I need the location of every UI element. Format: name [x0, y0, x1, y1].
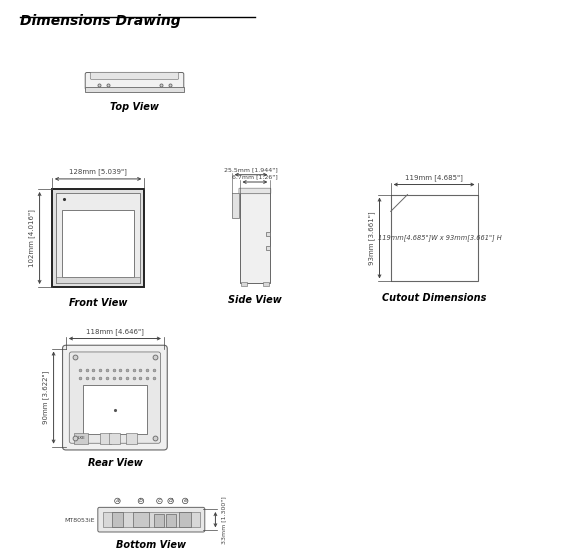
- Bar: [56, 277, 140, 283]
- Text: 25.5mm [1.944"]: 25.5mm [1.944"]: [224, 167, 278, 172]
- Text: Rear View: Rear View: [88, 458, 143, 468]
- Bar: [231, 193, 239, 218]
- Bar: [62, 211, 134, 277]
- Text: c: c: [158, 498, 161, 503]
- FancyBboxPatch shape: [85, 72, 184, 90]
- Bar: [103, 512, 200, 527]
- Bar: [112, 512, 123, 527]
- Bar: [166, 514, 175, 527]
- Text: MT8053iE: MT8053iE: [65, 519, 95, 523]
- Text: Bottom View: Bottom View: [117, 540, 186, 550]
- Text: Dimensions Drawing: Dimensions Drawing: [20, 14, 181, 28]
- Bar: [74, 433, 88, 444]
- Bar: [85, 87, 184, 92]
- Bar: [99, 433, 111, 444]
- Text: 119mm[4.685"]W x 93mm[3.661"] H: 119mm[4.685"]W x 93mm[3.661"] H: [378, 235, 501, 241]
- Bar: [241, 282, 247, 286]
- Text: e: e: [183, 498, 187, 503]
- FancyBboxPatch shape: [98, 507, 205, 532]
- Bar: [239, 193, 270, 283]
- Bar: [56, 193, 140, 283]
- Text: 33mm [1.300"]: 33mm [1.300"]: [221, 496, 226, 544]
- Text: 128mm [5.039"]: 128mm [5.039"]: [69, 168, 127, 175]
- Bar: [155, 514, 164, 527]
- Text: 102mm [4.016"]: 102mm [4.016"]: [28, 209, 35, 267]
- Bar: [109, 433, 121, 444]
- Bar: [263, 282, 269, 286]
- Bar: [391, 195, 478, 282]
- Bar: [126, 433, 137, 444]
- FancyBboxPatch shape: [69, 352, 160, 444]
- Text: 119mm [4.685"]: 119mm [4.685"]: [405, 174, 463, 181]
- Text: Side View: Side View: [228, 295, 282, 305]
- Text: LXE: LXE: [77, 436, 85, 440]
- Text: a: a: [115, 498, 119, 503]
- FancyBboxPatch shape: [239, 188, 271, 194]
- FancyBboxPatch shape: [62, 345, 167, 450]
- FancyBboxPatch shape: [90, 72, 179, 80]
- Text: Cutout Dimensions: Cutout Dimensions: [382, 293, 486, 302]
- Bar: [133, 512, 149, 527]
- Text: 93mm [3.661"]: 93mm [3.661"]: [368, 211, 375, 265]
- Bar: [83, 385, 147, 434]
- Text: d: d: [168, 498, 173, 503]
- Text: 118mm [4.646"]: 118mm [4.646"]: [86, 328, 144, 335]
- Text: Top View: Top View: [110, 102, 159, 112]
- Bar: [179, 512, 192, 527]
- Text: b: b: [139, 498, 143, 503]
- Bar: [52, 189, 144, 287]
- Text: 6.7mm [1.26"]: 6.7mm [1.26"]: [232, 174, 278, 179]
- Text: Front View: Front View: [69, 298, 128, 308]
- Text: 90mm [3.622"]: 90mm [3.622"]: [42, 371, 49, 424]
